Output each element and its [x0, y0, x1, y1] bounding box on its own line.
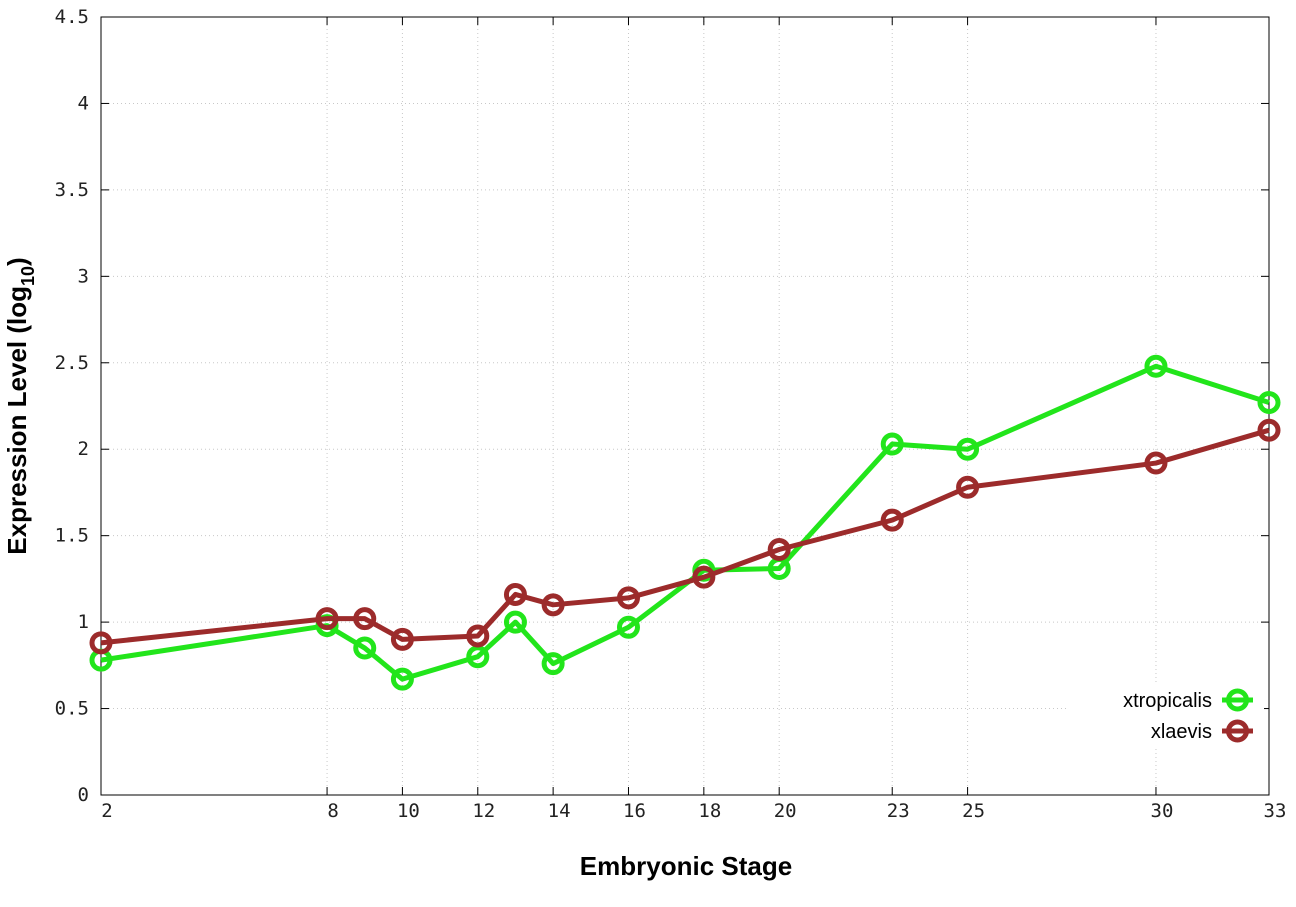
data-point-xlaevis [89, 631, 113, 655]
data-point-xlaevis [692, 565, 716, 589]
y-tick-label: 0.5 [55, 698, 89, 720]
data-point-xtropicalis [616, 615, 640, 639]
y-tick-label: 3 [78, 265, 89, 287]
y-axis-title-close: ) [2, 257, 32, 266]
series-line-xlaevis [100, 427, 1270, 646]
legend-marker-xtropicalis [1226, 688, 1249, 712]
y-tick-label: 0 [78, 784, 89, 806]
data-point-xtropicalis [956, 437, 980, 461]
x-tick-label: 18 [698, 800, 721, 822]
data-point-xlaevis [466, 624, 490, 648]
x-tick-label: 30 [1151, 800, 1174, 822]
data-point-xlaevis [616, 586, 640, 610]
data-point-xtropicalis [541, 652, 565, 676]
data-point-xlaevis [1144, 451, 1168, 475]
data-point-xlaevis [353, 607, 377, 631]
legend: xtropicalis xlaevis [1068, 684, 1264, 748]
x-tick-label: 25 [962, 800, 985, 822]
x-tick-label: 8 [327, 800, 338, 822]
data-point-xlaevis [956, 475, 980, 499]
y-tick-label: 2.5 [55, 352, 89, 374]
x-tick-label: 23 [887, 800, 910, 822]
legend-label-xlaevis: xlaevis [1151, 721, 1212, 743]
legend-label-xtropicalis: xtropicalis [1123, 690, 1212, 712]
y-tick-label: 1.5 [55, 525, 89, 547]
data-point-xlaevis [880, 508, 904, 532]
x-tick-label: 33 [1264, 800, 1287, 822]
x-tick-label: 14 [548, 800, 571, 822]
series-layer [89, 354, 1281, 691]
x-tick-label: 20 [774, 800, 797, 822]
y-axis-title-subscript: 10 [18, 266, 38, 286]
x-tick-label: 10 [397, 800, 420, 822]
data-point-xlaevis [390, 627, 414, 651]
x-tick-label: 2 [101, 800, 112, 822]
y-axis-title-main: Expression Level (log [2, 286, 32, 555]
data-point-xlaevis [503, 582, 527, 606]
axis-ticks: 0 0.5 1 1.5 2 2.5 3 3.5 4 4.5 2 8 10 12 14 16 18 20 23 25 30… [55, 6, 1287, 822]
data-point-xtropicalis [353, 636, 377, 660]
x-tick-label: 12 [472, 800, 495, 822]
data-point-xlaevis [315, 607, 339, 631]
y-tick-label: 4 [78, 92, 89, 114]
y-tick-label: 2 [78, 438, 89, 460]
data-point-xtropicalis [1257, 391, 1281, 415]
y-tick-label: 1 [78, 611, 89, 633]
data-point-xtropicalis [1144, 354, 1168, 378]
y-tick-label: 3.5 [55, 179, 89, 201]
data-point-xtropicalis [880, 432, 904, 456]
y-axis-title: Expression Level (log10) [2, 257, 38, 554]
x-axis-title: Embryonic Stage [580, 851, 792, 881]
data-point-xtropicalis [390, 667, 414, 691]
series-line-xtropicalis [100, 363, 1270, 682]
data-point-xtropicalis [503, 610, 527, 634]
plot-frame [100, 16, 1270, 796]
data-point-xlaevis [541, 593, 565, 617]
x-tick-label: 16 [623, 800, 646, 822]
y-tick-label: 4.5 [55, 6, 89, 28]
data-point-xlaevis [1257, 418, 1281, 442]
data-point-xlaevis [767, 537, 791, 561]
grid-lines [101, 17, 1269, 795]
legend-marker-xlaevis [1226, 719, 1249, 743]
data-point-xtropicalis [466, 645, 490, 669]
